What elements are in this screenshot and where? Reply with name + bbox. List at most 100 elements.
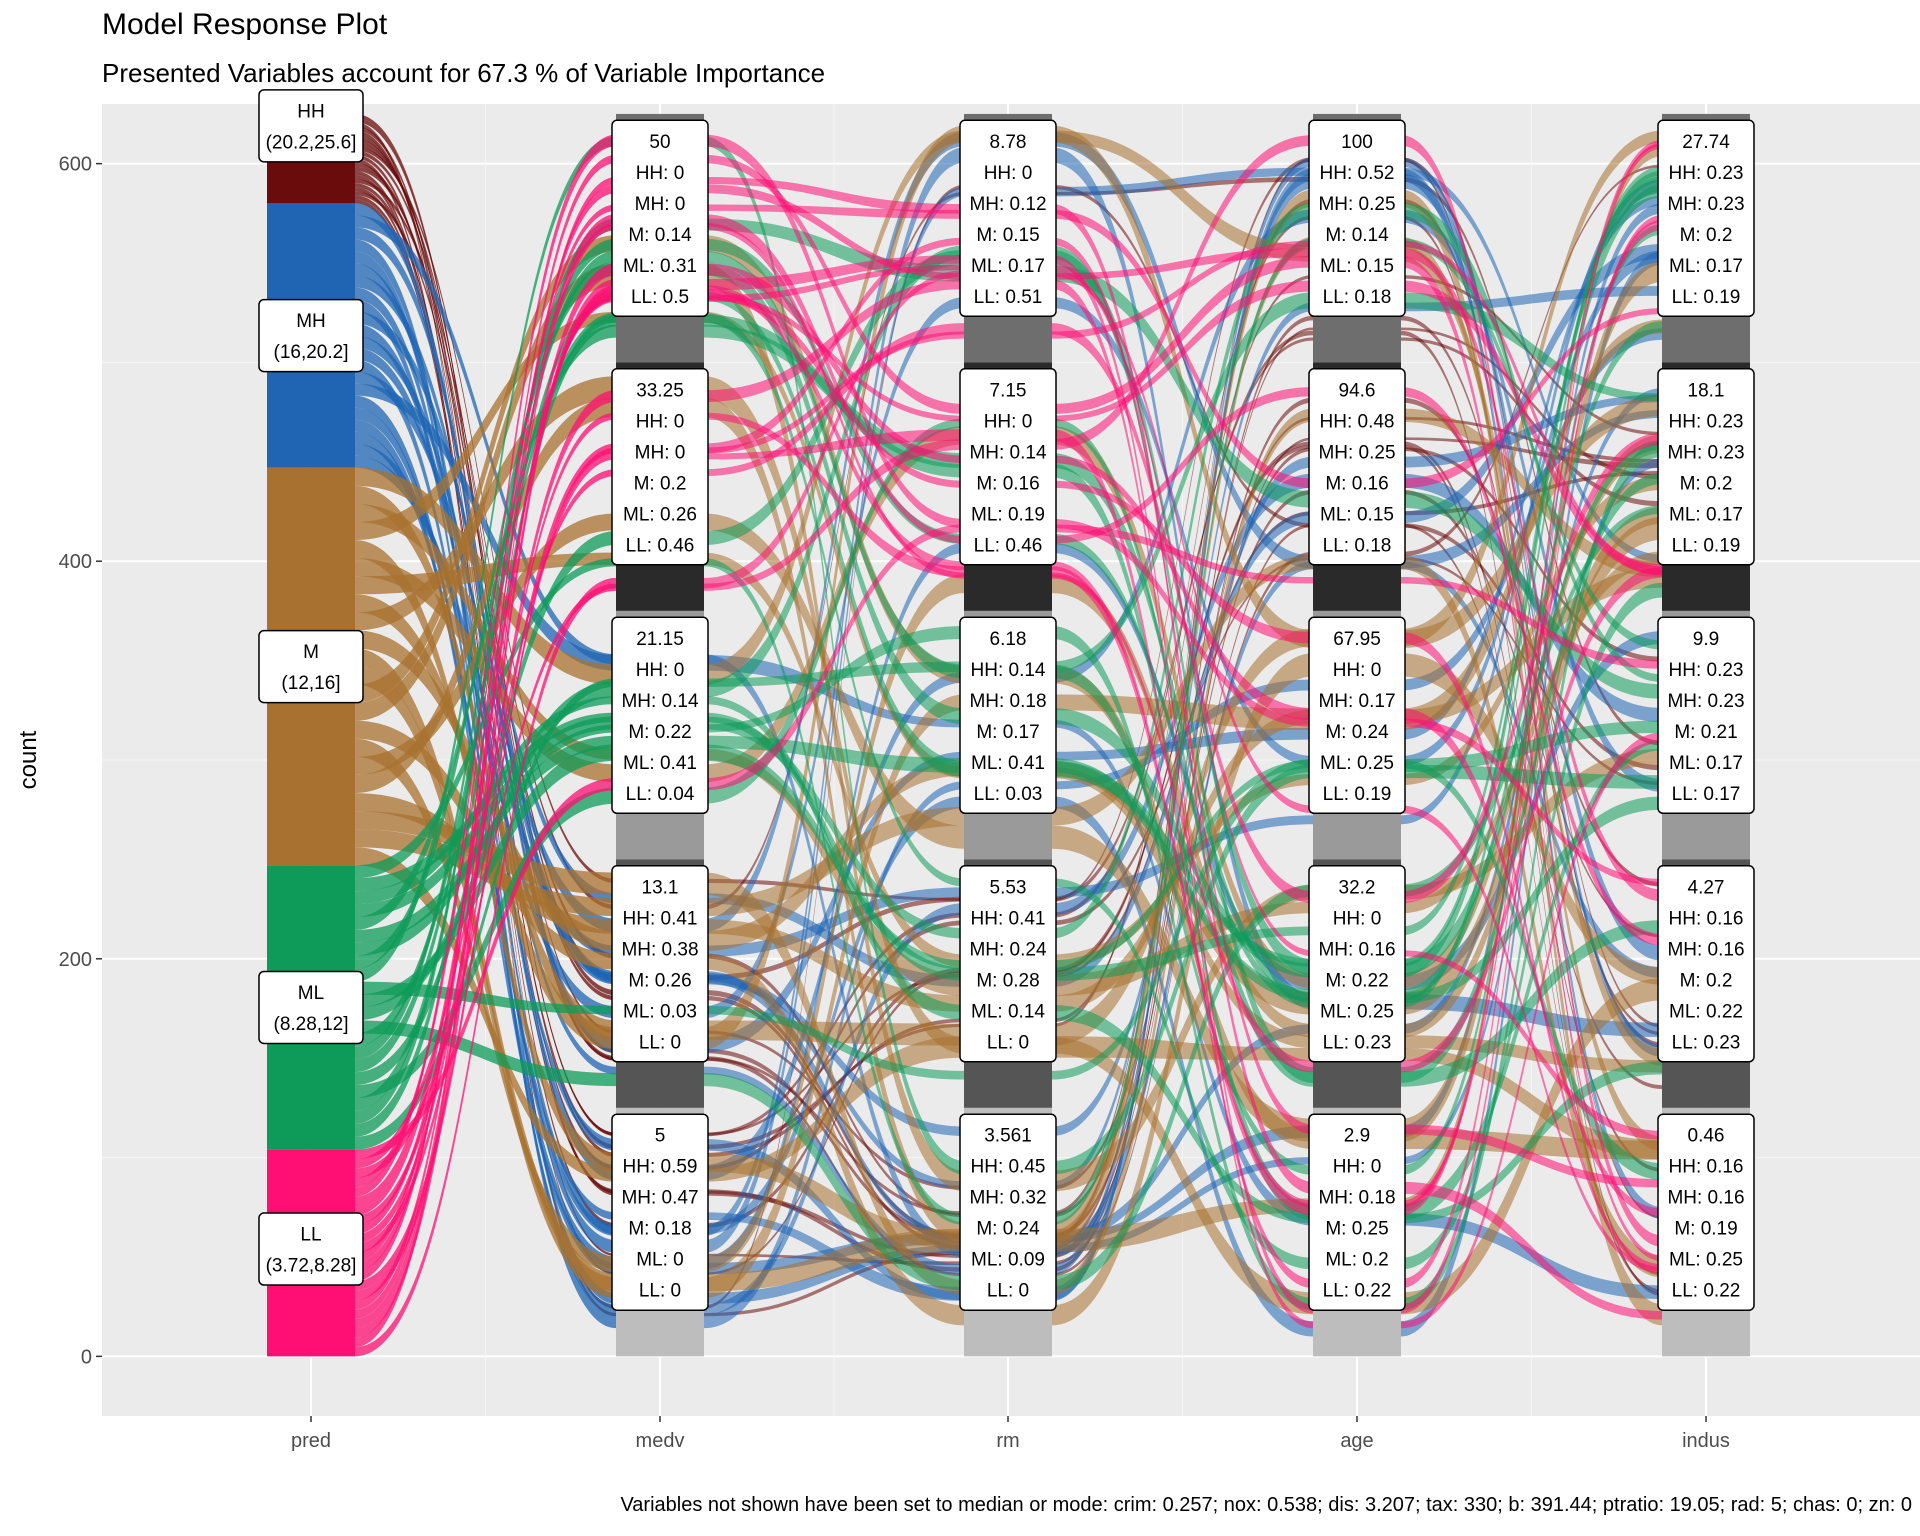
pred-label-HH: HH (20.2,25.6] bbox=[258, 89, 364, 163]
flow-band-MH-medv bbox=[355, 455, 616, 957]
stratum-label-medv-1-line: HH: 0 bbox=[636, 411, 685, 432]
y-axis-label: count bbox=[15, 730, 42, 789]
stratum-label-age-1-line: M: 0.16 bbox=[1325, 473, 1388, 494]
stratum-label-medv-3-line: MH: 0.38 bbox=[621, 939, 698, 960]
flow-band-ML-age bbox=[1052, 759, 1313, 970]
flow-band-ML-indus bbox=[1401, 176, 1662, 936]
stratum-label-rm-2-line: ML: 0.41 bbox=[971, 753, 1045, 774]
flow-band-LL-indus bbox=[1401, 308, 1662, 489]
axis-layer: 0 200 400 600 pred medv rm age indus count bbox=[15, 154, 1730, 1452]
flow-band-M-indus bbox=[1401, 475, 1662, 786]
flow-band-MH-medv bbox=[355, 395, 616, 1270]
flow-band-MH-rm bbox=[704, 751, 964, 1053]
stratum-label-indus-2-line: ML: 0.17 bbox=[1669, 753, 1743, 774]
flow-band-MH-age bbox=[1052, 796, 1313, 1337]
stratum-label-indus-0-line: HH: 0.23 bbox=[1669, 163, 1744, 184]
stratum-label-indus-2-line: M: 0.21 bbox=[1674, 722, 1737, 743]
stratum-label-rm-0-line: LL: 0.51 bbox=[974, 287, 1043, 308]
flow-band-ML-rm bbox=[704, 716, 964, 939]
flow-band-ML-age bbox=[1052, 418, 1313, 1087]
flow-band-HH-medv bbox=[355, 178, 616, 910]
flow-band-MH-indus bbox=[1401, 251, 1662, 1337]
stratum-label-indus-4-line: 0.46 bbox=[1688, 1126, 1725, 1147]
stratum-label-rm-1-line: M: 0.16 bbox=[976, 473, 1039, 494]
stratum-label-rm-3-line: M: 0.28 bbox=[976, 970, 1039, 991]
flow-band-LL-medv bbox=[355, 184, 616, 1263]
flow-band-ML-medv bbox=[355, 735, 616, 943]
flow-band-ML-rm bbox=[704, 1073, 964, 1291]
stratum-label-indus-3-line: M: 0.2 bbox=[1680, 970, 1733, 991]
stratum-label-rm-3-box bbox=[959, 865, 1057, 1063]
label-layer: HH (20.2,25.6] MH (16,20.2] M (12,16] ML (8.28,… bbox=[258, 89, 1755, 1311]
flow-band-MH-medv bbox=[355, 383, 616, 671]
stratum-label-age-3-line: 32.2 bbox=[1339, 877, 1376, 898]
flow-band-ML-indus bbox=[1401, 440, 1662, 976]
stratum-label-indus-1-box bbox=[1657, 368, 1755, 566]
stratum-label-medv-3-box bbox=[611, 865, 709, 1063]
stratum-label-medv-4-line: LL: 0 bbox=[639, 1281, 681, 1302]
flow-band-ML-age bbox=[1052, 758, 1313, 1001]
flow-band-MH-age bbox=[1052, 209, 1313, 683]
stratum-label-indus-2-line: LL: 0.17 bbox=[1672, 784, 1741, 805]
flow-band-LL-medv bbox=[355, 583, 616, 1178]
pred-label-HH-line: HH bbox=[297, 101, 324, 122]
stratum-label-rm-3: 5.53 HH: 0.41 MH: 0.24 M: 0.28 ML: 0.14 LL: 0 bbox=[959, 865, 1057, 1063]
flow-band-ML-indus bbox=[1401, 796, 1662, 1004]
stratum-label-indus-3: 4.27 HH: 0.16 MH: 0.16 M: 0.2 ML: 0.22 LL: 0.… bbox=[1657, 865, 1755, 1063]
flow-band-LL-age bbox=[1052, 135, 1313, 450]
flow-band-M-indus bbox=[1401, 395, 1662, 648]
stratum-label-medv-2-line: M: 0.22 bbox=[628, 722, 691, 743]
stratum-label-indus-4: 0.46 HH: 0.16 MH: 0.16 M: 0.19 ML: 0.25 LL: 0… bbox=[1657, 1113, 1755, 1311]
stratum-label-age-0-line: MH: 0.25 bbox=[1318, 194, 1395, 215]
stratum-label-age-3-line: MH: 0.16 bbox=[1318, 939, 1395, 960]
flow-band-HH-rm bbox=[704, 1189, 964, 1272]
stratum-label-age-2-line: LL: 0.19 bbox=[1323, 784, 1392, 805]
flow-band-M-age bbox=[1052, 766, 1313, 1049]
flow-band-MH-indus bbox=[1401, 195, 1662, 740]
flow-band-LL-age bbox=[1052, 248, 1313, 280]
flow-band-LL-rm bbox=[704, 204, 964, 219]
flow-band-M-rm bbox=[704, 1036, 964, 1182]
stratum-label-indus-3-line: ML: 0.22 bbox=[1669, 1001, 1743, 1022]
pred-label-MH-line: (16,20.2] bbox=[274, 342, 349, 363]
stratum-label-rm-2-line: MH: 0.18 bbox=[969, 691, 1046, 712]
flow-layer bbox=[355, 113, 1662, 1357]
stratum-label-rm-2-line: HH: 0.14 bbox=[971, 660, 1046, 681]
flow-band-ML-age bbox=[1052, 533, 1313, 1008]
stratum-label-indus-1-line: HH: 0.23 bbox=[1669, 411, 1744, 432]
flow-band-LL-age bbox=[1052, 255, 1313, 1314]
flow-band-HH-indus bbox=[1401, 164, 1662, 557]
flow-band-MH-rm bbox=[704, 796, 964, 1235]
flow-band-ML-medv bbox=[355, 324, 616, 930]
flow-band-MH-rm bbox=[704, 1066, 964, 1275]
flow-band-LL-rm bbox=[704, 279, 964, 403]
flow-band-HH-indus bbox=[1401, 327, 1662, 480]
flow-band-MH-indus bbox=[1401, 167, 1662, 563]
flow-band-LL-indus bbox=[1401, 950, 1662, 1140]
stratum-label-rm-4-box bbox=[959, 1113, 1057, 1311]
flow-band-M-medv bbox=[355, 376, 616, 631]
flow-band-M-medv bbox=[355, 311, 616, 541]
flow-band-ML-indus bbox=[1401, 292, 1662, 402]
flow-band-LL-rm bbox=[704, 134, 964, 529]
flow-band-LL-indus bbox=[1401, 805, 1662, 1274]
flow-band-ML-indus bbox=[1401, 759, 1662, 1180]
stratum-label-age-3-line: HH: 0 bbox=[1333, 908, 1382, 929]
stratum-label-indus-0-line: MH: 0.23 bbox=[1667, 194, 1744, 215]
stratum-label-indus-3-line: 4.27 bbox=[1688, 877, 1725, 898]
stratum-label-indus-0: 27.74 HH: 0.23 MH: 0.23 M: 0.2 ML: 0.17 LL: 0… bbox=[1657, 119, 1755, 318]
flow-band-LL-medv bbox=[355, 443, 616, 1253]
stratum-label-age-0-line: HH: 0.52 bbox=[1320, 163, 1395, 184]
stratum-label-indus-3-box bbox=[1657, 865, 1755, 1063]
flow-band-M-indus bbox=[1401, 408, 1662, 578]
flow-band-MH-rm bbox=[704, 655, 964, 728]
stratum-label-rm-2-line: M: 0.17 bbox=[976, 722, 1039, 743]
stratum-label-rm-0-line: M: 0.15 bbox=[976, 225, 1039, 246]
flow-band-M-indus bbox=[1401, 554, 1662, 1278]
stratum-label-age-3: 32.2 HH: 0 MH: 0.16 M: 0.22 ML: 0.25 LL: 0.23 bbox=[1308, 865, 1406, 1063]
stratum-label-rm-0-line: 8.78 bbox=[990, 132, 1027, 153]
stratum-label-rm-1: 7.15 HH: 0 MH: 0.14 M: 0.16 ML: 0.19 LL: 0.46 bbox=[959, 368, 1057, 566]
flow-band-ML-rm bbox=[704, 696, 964, 1021]
flow-band-ML-age bbox=[1052, 708, 1313, 978]
stratum-label-rm-4-line: LL: 0 bbox=[987, 1281, 1029, 1302]
